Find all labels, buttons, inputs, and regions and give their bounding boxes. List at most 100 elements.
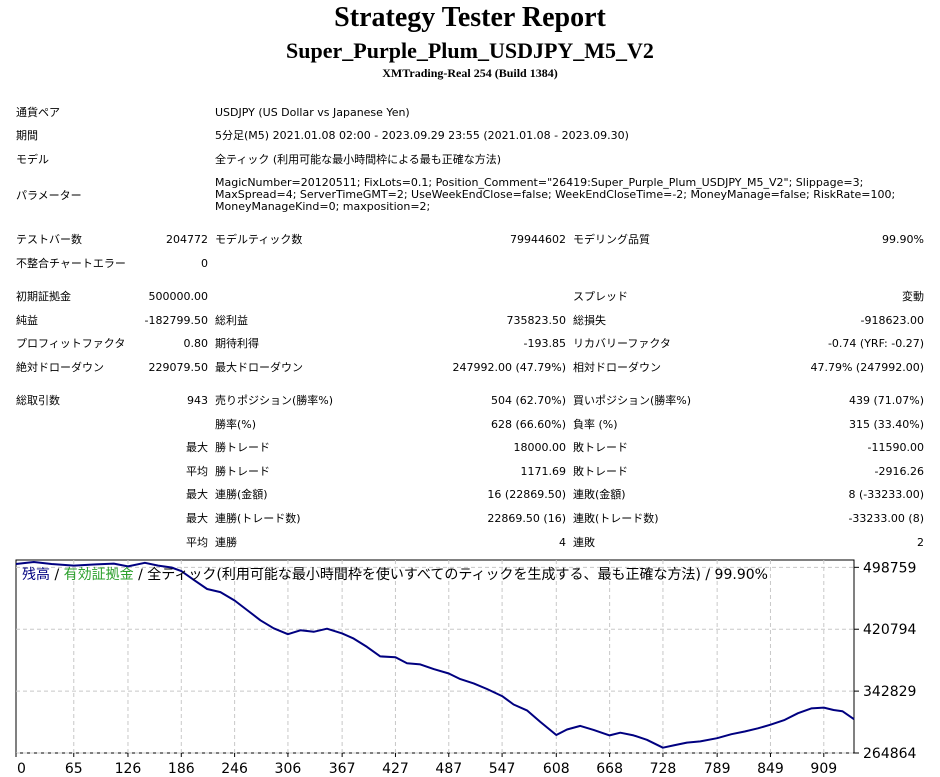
long-label: 買いポジション(勝率%) [573,394,692,407]
recovery-value: -0.74 (YRF: -0.27) [827,337,924,350]
avg-loss-value: -2916.26 [874,465,924,478]
max-dd-value: 247992.00 (47.79%) [452,361,566,374]
rel-dd-label: 相対ドローダウン [573,361,661,374]
legend-balance: 残高 [22,566,50,583]
y-axis-ticks: 498759 420794 342829 264864 [854,560,917,762]
model-label: モデル [16,153,49,166]
max-word: 最大 [186,441,208,454]
max-word: 最大 [186,488,208,501]
spread-value: 変動 [902,290,924,303]
recovery-label: リカバリーファクタ [573,337,671,350]
short-value: 504 (62.70%) [490,394,566,407]
payoff-label: 期待利得 [215,337,259,350]
avg-consec-losses-value: 2 [917,536,924,549]
model-value: 全ティック (利用可能な最小時間枠による最も正確な方法) [215,153,502,166]
winrate-value: 628 (66.60%) [490,418,566,431]
period-value: 5分足(M5) 2021.01.08 02:00 - 2023.09.29 23… [215,129,629,142]
max-consec-losses-value: 8 (-33233.00) [848,488,924,501]
deposit-label: 初期証拠金 [16,290,71,303]
x-tick-label: 306 [275,761,302,777]
x-tick-label: 0 [17,761,26,777]
x-tick-label: 65 [65,761,83,777]
x-tick-label: 849 [757,761,784,777]
symbol-label: 通貨ペア [16,106,60,119]
gross-loss-label: 総損失 [573,314,606,327]
short-label: 売りポジション(勝率%) [215,394,334,407]
y-tick-label: 420794 [863,622,917,638]
x-tick-label: 427 [382,761,409,777]
x-tick-label: 728 [650,761,677,777]
ticks-label: モデルティック数 [215,233,303,246]
plot-frame [15,559,855,754]
avg-loss-label: 敗トレード [573,465,628,478]
report-title: Strategy Tester Report [334,2,606,33]
payoff-value: -193.85 [523,337,566,350]
max-consec-loss-label: 連敗(トレード数) [573,512,659,525]
abs-dd-value: 229079.50 [148,361,209,374]
chart-title: 残高 / 有効証拠金 / 全ティック(利用可能な最小時間枠を使いすべてのティック… [22,566,768,583]
y-tick-label: 264864 [863,746,917,762]
long-value: 439 (71.07%) [848,394,924,407]
quality-value: 99.90% [882,233,924,246]
gross-loss-value: -918623.00 [860,314,924,327]
max-consec-profit-value: 22869.50 (16) [487,512,566,525]
bars-value: 204772 [166,233,208,246]
params-label: パラメーター [16,189,82,202]
period-label: 期間 [16,129,38,142]
x-tick-label: 547 [489,761,516,777]
avg-win-value: 1171.69 [520,465,567,478]
avg-word: 平均 [186,465,208,478]
largest-loss-label: 敗トレード [573,441,628,454]
avg-consec-wins-value: 4 [559,536,566,549]
mismatch-value: 0 [201,257,208,270]
balance-line [15,561,855,749]
largest-win-label: 勝トレード [215,441,270,454]
x-tick-label: 186 [168,761,195,777]
winrate-label: 勝率(%) [215,418,257,431]
pf-value: 0.80 [183,337,209,350]
max-dd-label: 最大ドローダウン [215,361,303,374]
balance-chart: 残高 / 有効証拠金 / 全ティック(利用可能な最小時間枠を使いすべてのティック… [15,559,917,777]
mismatch-label: 不整合チャートエラー [16,257,126,270]
avg-word: 平均 [186,536,208,549]
max-consec-profit-label: 連勝(トレード数) [215,512,301,525]
legend-model-quality: / 全ティック(利用可能な最小時間枠を使いすべてのティックを生成する、最も正確な… [134,566,768,583]
spread-label: スプレッド [573,290,628,303]
legend-separator: / [50,567,64,583]
lossrate-value: 315 (33.40%) [848,418,924,431]
x-tick-label: 246 [221,761,248,777]
max-consec-losses-label: 連敗(金額) [573,488,626,501]
x-tick-label: 909 [810,761,837,777]
largest-win-value: 18000.00 [513,441,567,454]
avg-consec-losses-label: 連敗 [573,536,595,549]
gross-profit-label: 総利益 [215,314,248,327]
x-tick-label: 126 [115,761,142,777]
y-tick-label: 342829 [863,684,916,700]
trades-value: 943 [187,394,208,407]
trades-label: 総取引数 [16,394,60,407]
ea-name: Super_Purple_Plum_USDJPY_M5_V2 [286,38,654,63]
x-tick-label: 367 [329,761,356,777]
params-value: MagicNumber=20120511; FixLots=0.1; Posit… [215,176,896,213]
net-value: -182799.50 [144,314,208,327]
x-tick-label: 789 [704,761,731,777]
x-tick-label: 608 [543,761,570,777]
gross-profit-value: 735823.50 [506,314,567,327]
net-label: 純益 [16,314,38,327]
max-consec-wins-label: 連勝(金額) [215,488,268,501]
legend-equity: 有効証拠金 [64,567,134,583]
symbol-value: USDJPY (US Dollar vs Japanese Yen) [215,106,410,119]
server-build: XMTrading-Real 254 (Build 1384) [382,66,558,80]
max-word: 最大 [186,512,208,525]
rel-dd-value: 47.79% (247992.00) [810,361,924,374]
pf-label: プロフィットファクタ [16,337,126,350]
max-consec-loss-value: -33233.00 (8) [848,512,924,525]
avg-consec-wins-label: 連勝 [215,536,237,549]
x-tick-label: 487 [435,761,462,777]
quality-label: モデリング品質 [573,233,650,246]
y-tick-label: 498759 [863,560,916,576]
max-consec-wins-value: 16 (22869.50) [487,488,566,501]
abs-dd-label: 絶対ドローダウン [16,361,104,374]
x-tick-label: 668 [596,761,623,777]
x-axis-ticks: 0 65 126 186 246 306 367 427 487 547 608 668 728 789 8… [15,753,837,777]
